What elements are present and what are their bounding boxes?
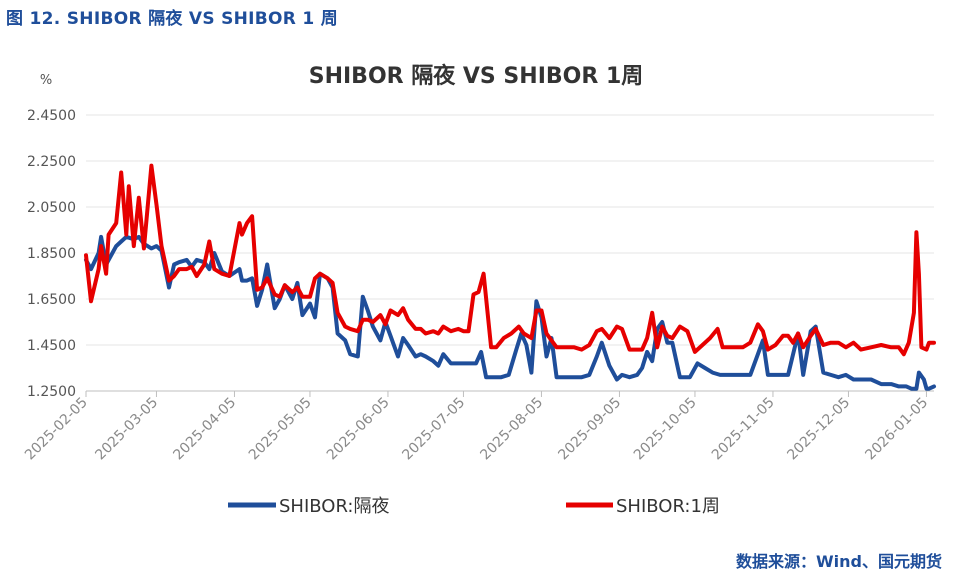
y-tick-label: 1.6500 [27, 292, 76, 308]
y-tick-label: 2.2500 [27, 154, 76, 170]
x-tick-label: 2025-08-05 [477, 395, 546, 464]
x-tick-label: 2025-04-05 [170, 395, 239, 464]
y-tick-label: 2.0500 [27, 200, 76, 216]
series-line-overnight [84, 234, 936, 391]
series-lines [84, 163, 936, 391]
x-axis: 2025-02-05 2025-03-05 2025-04-05 2025-05-05… [22, 390, 934, 464]
x-tick-label: 2025-02-05 [22, 395, 91, 464]
x-tick-label: 2025-05-05 [246, 395, 315, 464]
legend-label: SHIBOR:1周 [616, 496, 720, 517]
x-tick-label: 2025-10-05 [631, 395, 700, 464]
data-source: 数据来源：Wind、国元期货 [736, 552, 942, 571]
x-tick-label: 2025-06-05 [324, 395, 393, 464]
y-axis-ticks: 2.4500 2.2500 2.0500 1.8500 1.6500 1.4500 1.25… [27, 108, 76, 400]
x-tick-label: 2025-07-05 [399, 395, 468, 464]
x-tick-label: 2026-01-05 [862, 395, 931, 464]
x-tick-label: 2025-03-05 [92, 395, 161, 464]
y-tick-label: 2.4500 [27, 108, 76, 124]
series-line-1week [84, 163, 936, 357]
x-tick-label: 2025-11-05 [709, 395, 778, 464]
y-tick-label: 1.2500 [27, 384, 76, 400]
x-tick-label: 2025-12-05 [784, 395, 853, 464]
y-axis-unit: % [40, 73, 52, 88]
y-tick-label: 1.8500 [27, 246, 76, 262]
legend: SHIBOR:隔夜 SHIBOR:1周 [228, 496, 720, 517]
legend-label: SHIBOR:隔夜 [279, 496, 390, 517]
figure-caption: 图 12. SHIBOR 隔夜 VS SHIBOR 1 周 [6, 9, 339, 29]
x-tick-label: 2025-09-05 [555, 395, 624, 464]
chart-title: SHIBOR 隔夜 VS SHIBOR 1周 [309, 63, 644, 89]
y-tick-label: 1.4500 [27, 338, 76, 354]
